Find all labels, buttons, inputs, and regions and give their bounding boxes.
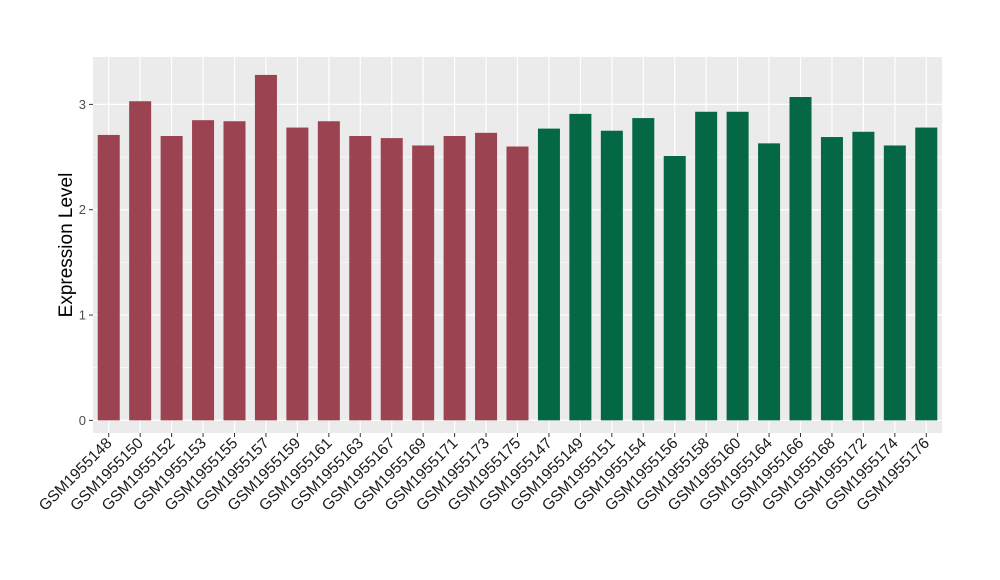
bar-GSM1955154 (632, 118, 655, 421)
bar-GSM1955168 (820, 137, 843, 421)
bar-GSM1955156 (663, 156, 686, 421)
bar-GSM1955157 (254, 74, 277, 421)
bar-GSM1955152 (160, 135, 183, 421)
bar-GSM1955171 (443, 135, 466, 421)
bar-GSM1955158 (695, 111, 718, 421)
y-tick-label: 2 (79, 202, 86, 217)
bar-GSM1955164 (758, 143, 781, 421)
bar-GSM1955148 (97, 134, 120, 421)
bar-GSM1955161 (317, 121, 340, 421)
bar-GSM1955155 (223, 121, 246, 421)
bar-GSM1955163 (349, 135, 372, 421)
bar-GSM1955169 (412, 145, 435, 421)
bar-GSM1955151 (600, 130, 623, 421)
bar-GSM1955159 (286, 127, 309, 421)
bar-GSM1955150 (129, 101, 152, 421)
bar-GSM1955176 (915, 127, 938, 421)
bar-GSM1955166 (789, 97, 812, 421)
bar-GSM1955172 (852, 131, 875, 421)
bar-GSM1955175 (506, 146, 529, 421)
y-tick-label: 1 (79, 308, 86, 323)
y-tick-label: 0 (79, 413, 86, 428)
bar-GSM1955173 (475, 132, 498, 421)
bar-GSM1955160 (726, 111, 749, 421)
y-tick-label: 3 (79, 97, 86, 112)
bar-GSM1955174 (883, 145, 906, 421)
y-axis: 0 1 2 3 (79, 97, 93, 428)
x-axis: GSM1955148GSM1955150GSM1955152GSM1955153… (36, 433, 933, 514)
bar-GSM1955147 (537, 128, 560, 421)
bar-GSM1955153 (192, 120, 215, 421)
bar-GSM1955167 (380, 138, 403, 421)
bars (97, 74, 938, 421)
bar-GSM1955149 (569, 113, 592, 421)
y-axis-title: Expression Level (56, 173, 77, 318)
